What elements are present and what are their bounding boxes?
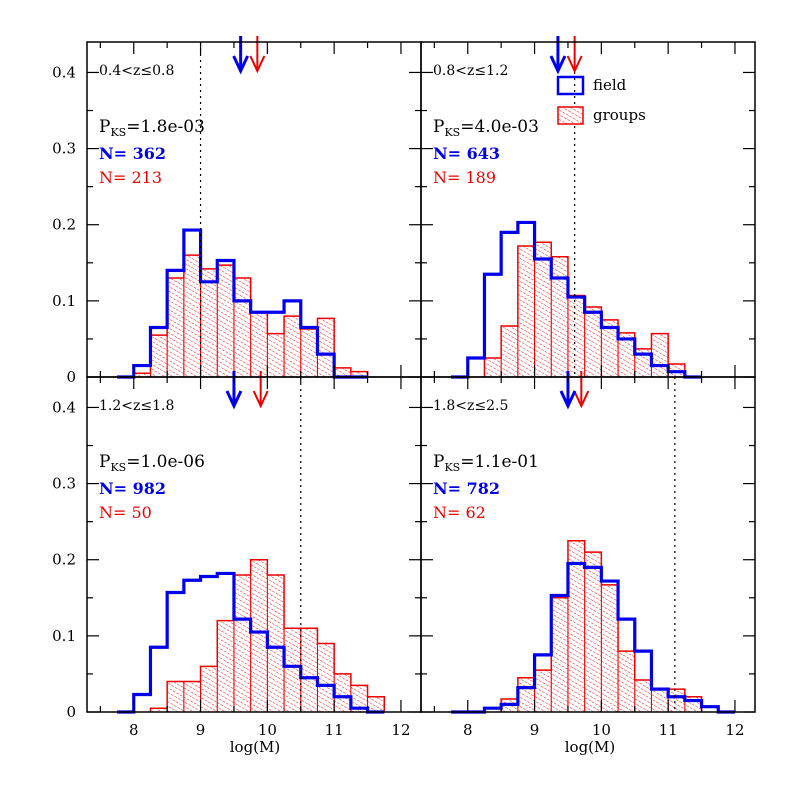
groups-hist-outline <box>149 558 386 712</box>
pks-base: P <box>433 452 444 472</box>
x-tick-label: 8 <box>463 721 473 739</box>
pks-value: =1.0e-06 <box>126 452 205 472</box>
panel-3: 8 9 10 11 12 0 0.1 0.2 0.3 0.4 1.2<z≤1.8 PKS=1.0e-0… <box>52 371 422 739</box>
field-arrow-head <box>559 390 577 410</box>
y-tick-label: 0.1 <box>52 627 76 645</box>
y-tick-label: 0.4 <box>52 63 76 81</box>
n-groups-label: N= 189 <box>433 168 496 187</box>
redshift-label: 1.2<z≤1.8 <box>99 398 174 414</box>
y-tick-label: 0.2 <box>52 216 76 234</box>
x-tick-label: 9 <box>530 721 540 739</box>
panel-1: 0 0.1 0.2 0.3 0.4 0.4<z≤0.8 PKS=1.8e-03 N= 362 N… <box>52 36 422 386</box>
x-axis-label-right: log(M) <box>565 738 616 756</box>
y-tick-label: 0 <box>66 368 76 386</box>
legend-groups-label: groups <box>593 106 646 124</box>
pks-label: PKS=1.8e-03 <box>99 117 205 139</box>
field-hist-outline <box>117 228 368 379</box>
field-hist-outline <box>117 571 385 714</box>
x-tick-label: 10 <box>258 721 277 739</box>
y-tick-label: 0 <box>66 703 76 721</box>
n-groups-label: N= 50 <box>99 503 152 522</box>
n-groups-label: N= 213 <box>99 168 162 187</box>
redshift-label: 0.8<z≤1.2 <box>433 63 508 79</box>
y-tick-label: 0.1 <box>52 292 76 310</box>
pks-base: P <box>99 117 110 137</box>
groups-arrow-head <box>566 55 583 74</box>
y-tick-label: 0.3 <box>52 475 76 493</box>
n-field-label: N= 362 <box>99 144 166 163</box>
pks-base: P <box>433 117 444 137</box>
y-tick-label: 0.3 <box>52 140 76 158</box>
legend-groups-swatch <box>557 106 584 125</box>
n-field-label: N= 982 <box>99 479 166 498</box>
pks-label: PKS=4.0e-03 <box>433 117 539 139</box>
groups-arrow-head <box>252 390 269 409</box>
pks-subscript: KS <box>444 126 460 139</box>
pks-subscript: KS <box>444 461 460 474</box>
legend-field-label: field <box>593 76 627 94</box>
x-tick-label: 8 <box>129 721 139 739</box>
x-tick-label: 11 <box>325 721 344 739</box>
pks-label: PKS=1.1e-01 <box>433 452 539 474</box>
pks-subscript: KS <box>110 461 126 474</box>
n-field-label: N= 643 <box>433 144 500 163</box>
x-axis-label-left: log(M) <box>230 738 281 756</box>
field-hist-outline <box>451 220 702 379</box>
legend-field-swatch <box>556 75 585 96</box>
pks-value: =1.1e-01 <box>460 452 539 472</box>
redshift-label: 1.8<z≤2.5 <box>433 398 508 414</box>
field-arrow-head <box>225 390 243 410</box>
n-groups-label: N= 62 <box>433 503 486 522</box>
redshift-label: 0.4<z≤0.8 <box>99 63 174 79</box>
x-tick-label: 11 <box>659 721 678 739</box>
y-tick-label: 0.4 <box>52 398 76 416</box>
field-hist-outline <box>451 561 735 714</box>
pks-base: P <box>99 452 110 472</box>
pks-label: PKS=1.0e-06 <box>99 452 205 474</box>
y-tick-label: 0.2 <box>52 551 76 569</box>
groups-arrow-head <box>249 55 266 74</box>
panel-2: 0.8<z≤1.2 PKS=4.0e-03 N= 643 N= 189 field gro… <box>420 36 756 379</box>
panel-4: 8 9 10 11 12 1.8<z≤2.5 PKS=1.1e-01 N= 782 N= 62 <box>420 371 756 739</box>
n-field-label: N= 782 <box>433 479 500 498</box>
field-arrow-head <box>232 55 249 75</box>
x-tick-label: 12 <box>725 721 744 739</box>
x-tick-label: 10 <box>592 721 611 739</box>
x-tick-label: 12 <box>391 721 410 739</box>
pks-value: =1.8e-03 <box>126 117 205 137</box>
groups-arrow-head <box>573 390 590 409</box>
field-arrow-head <box>549 55 567 75</box>
panel-frame <box>420 376 756 713</box>
x-tick-label: 9 <box>196 721 206 739</box>
pks-subscript: KS <box>110 126 126 139</box>
pks-value: =4.0e-03 <box>460 117 539 137</box>
legend: field groups <box>556 75 646 125</box>
